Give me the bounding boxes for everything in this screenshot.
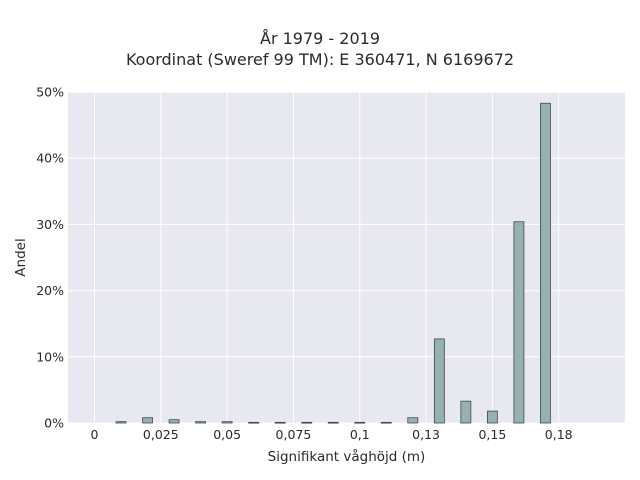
chart-subtitle: Koordinat (Sweref 99 TM): E 360471, N 61… <box>125 50 515 69</box>
x-tick-label: 0,075 <box>276 427 312 442</box>
y-tick-label: 10% <box>36 349 64 364</box>
histogram-bar <box>142 417 153 424</box>
grid-lines <box>68 91 625 424</box>
x-tick-label: 0,05 <box>213 427 241 442</box>
histogram-bar <box>433 338 445 424</box>
y-tick-label: 20% <box>36 283 64 298</box>
histogram-bar <box>460 400 472 424</box>
x-tick-label: 0,025 <box>143 427 179 442</box>
histogram-bar <box>248 421 260 424</box>
histogram-bar <box>221 421 233 424</box>
y-tick-label: 50% <box>36 85 64 100</box>
histogram-bar <box>513 221 525 424</box>
x-tick-label: 0,13 <box>412 427 440 442</box>
x-axis-label: Signifikant våghöjd (m) <box>268 448 426 465</box>
x-tick-label: 0,1 <box>350 427 370 442</box>
bars <box>115 102 551 424</box>
x-tick-label: 0,15 <box>478 427 506 442</box>
histogram-bar <box>195 421 207 424</box>
x-tick-label: 0,18 <box>545 427 573 442</box>
y-tick-label: 30% <box>36 217 64 232</box>
y-tick-label: 40% <box>36 151 64 166</box>
histogram-bar <box>380 421 392 424</box>
histogram-bar <box>540 102 551 424</box>
y-axis-label: Andel <box>13 238 29 276</box>
y-axis-ticks: 0% 10% 20% 30% 40% 50% <box>36 85 64 431</box>
histogram-bar <box>115 421 127 424</box>
chart-title: År 1979 - 2019 <box>260 29 380 48</box>
histogram-bar <box>354 421 366 424</box>
histogram-bar <box>274 421 286 424</box>
y-tick-label: 0% <box>44 416 64 431</box>
x-tick-label: 0 <box>91 427 99 442</box>
x-axis-ticks: 0 0,025 0,05 0,075 0,1 0,13 0,15 0,18 <box>91 427 573 442</box>
histogram-bar <box>486 410 498 424</box>
histogram-bar <box>301 421 313 424</box>
histogram-bar <box>407 417 419 424</box>
histogram-bar <box>168 419 180 424</box>
histogram-bar <box>327 421 339 424</box>
